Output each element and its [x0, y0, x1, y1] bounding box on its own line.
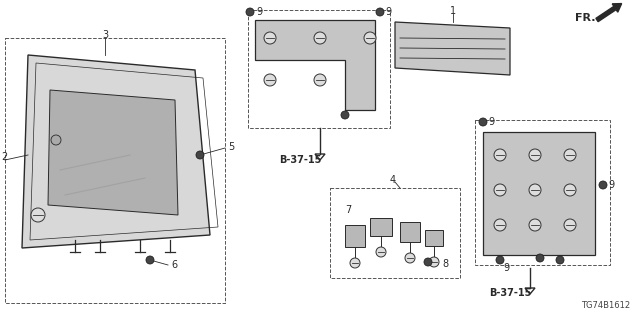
Text: 6: 6: [171, 260, 177, 270]
Text: 8: 8: [442, 259, 448, 269]
Text: 5: 5: [228, 142, 234, 152]
Circle shape: [51, 135, 61, 145]
Circle shape: [429, 257, 439, 267]
Polygon shape: [22, 55, 210, 248]
Text: 1: 1: [450, 6, 456, 16]
Circle shape: [556, 256, 564, 264]
Bar: [5, 38, 225, 303]
Bar: [370, 218, 392, 236]
Circle shape: [376, 8, 384, 16]
Circle shape: [405, 253, 415, 263]
Circle shape: [529, 184, 541, 196]
Circle shape: [314, 32, 326, 44]
Polygon shape: [525, 288, 535, 294]
Circle shape: [31, 208, 45, 222]
Text: TG74B1612: TG74B1612: [581, 301, 630, 310]
Circle shape: [314, 74, 326, 86]
Text: 9: 9: [385, 7, 391, 17]
Text: 2: 2: [1, 152, 7, 162]
Circle shape: [376, 247, 386, 257]
Text: 9: 9: [488, 117, 494, 127]
Text: 9: 9: [256, 7, 262, 17]
Circle shape: [494, 219, 506, 231]
Circle shape: [536, 254, 544, 262]
Circle shape: [364, 32, 376, 44]
Circle shape: [424, 258, 432, 266]
Circle shape: [246, 8, 254, 16]
Text: 7: 7: [345, 205, 351, 215]
Bar: [330, 188, 460, 278]
FancyArrow shape: [596, 4, 621, 22]
Circle shape: [494, 184, 506, 196]
Polygon shape: [395, 22, 510, 75]
Bar: [425, 230, 443, 246]
Circle shape: [599, 181, 607, 189]
Circle shape: [529, 149, 541, 161]
Circle shape: [479, 118, 487, 126]
Circle shape: [564, 149, 576, 161]
Polygon shape: [255, 20, 375, 110]
Circle shape: [341, 111, 349, 119]
Bar: [400, 222, 420, 242]
Circle shape: [264, 74, 276, 86]
Circle shape: [146, 256, 154, 264]
Bar: [248, 10, 390, 128]
Text: 4: 4: [390, 175, 396, 185]
Circle shape: [350, 258, 360, 268]
Text: 3: 3: [102, 30, 108, 40]
Polygon shape: [48, 90, 178, 215]
Bar: [345, 225, 365, 247]
Polygon shape: [483, 132, 595, 255]
Polygon shape: [315, 154, 325, 160]
Text: B-37-15: B-37-15: [489, 288, 531, 298]
Circle shape: [564, 219, 576, 231]
Circle shape: [264, 32, 276, 44]
Text: 9: 9: [503, 263, 509, 273]
Text: 9: 9: [608, 180, 614, 190]
Circle shape: [494, 149, 506, 161]
Circle shape: [496, 256, 504, 264]
Text: B-37-15: B-37-15: [279, 155, 321, 165]
Circle shape: [196, 151, 204, 159]
Text: FR.: FR.: [575, 13, 595, 23]
Circle shape: [564, 184, 576, 196]
Circle shape: [529, 219, 541, 231]
Bar: [475, 120, 610, 265]
